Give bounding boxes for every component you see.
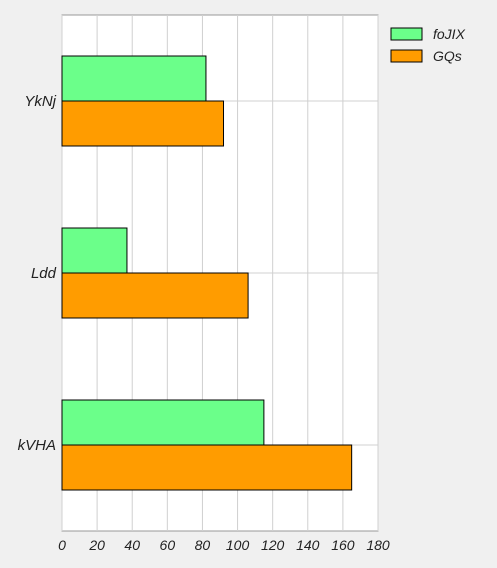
- x-tick-label: 140: [296, 537, 320, 553]
- bar-foJIX-Ldd: [61, 227, 128, 274]
- category-labels: YkNj Ldd kVHA: [18, 93, 57, 454]
- x-tick-label: 20: [88, 537, 105, 553]
- x-axis-ticks: 0 20 40 60 80 100 120 140 160 180: [58, 537, 390, 553]
- legend-swatch-GQs: [390, 49, 423, 63]
- bars-group: [61, 55, 353, 491]
- category-label: kVHA: [18, 437, 56, 454]
- x-tick-label: 40: [124, 537, 140, 553]
- legend-label-GQs: GQs: [433, 48, 462, 64]
- legend: foJIX GQs: [390, 26, 466, 64]
- bar-foJIX-YkNj: [61, 55, 207, 102]
- category-label: Ldd: [31, 265, 57, 282]
- x-tick-label: 0: [58, 537, 66, 553]
- x-tick-label: 80: [195, 537, 211, 553]
- bar-GQs-Ldd: [61, 272, 249, 319]
- x-tick-label: 160: [331, 537, 355, 553]
- x-tick-label: 180: [366, 537, 390, 553]
- x-tick-label: 120: [261, 537, 285, 553]
- category-label: YkNj: [24, 93, 56, 110]
- bar-GQs-YkNj: [61, 100, 225, 147]
- legend-swatch-foJIX: [390, 27, 423, 41]
- x-tick-label: 60: [160, 537, 176, 553]
- x-tick-label: 100: [226, 537, 250, 553]
- bar-foJIX-kVHA: [61, 399, 265, 446]
- legend-label-foJIX: foJIX: [433, 26, 466, 42]
- bar-GQs-kVHA: [61, 444, 353, 491]
